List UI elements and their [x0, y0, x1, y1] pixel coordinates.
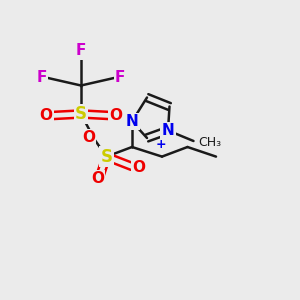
- Text: O: O: [82, 130, 95, 146]
- Text: O: O: [110, 108, 123, 123]
- Text: O: O: [91, 171, 104, 186]
- Text: S: S: [75, 105, 87, 123]
- Text: N: N: [126, 114, 138, 129]
- Text: +: +: [155, 138, 166, 151]
- Text: S: S: [100, 148, 112, 166]
- Text: F: F: [37, 70, 47, 86]
- Text: F: F: [76, 44, 86, 59]
- Text: O: O: [132, 160, 145, 175]
- Text: CH₃: CH₃: [198, 136, 221, 149]
- Text: N: N: [162, 123, 174, 138]
- Text: O: O: [39, 108, 52, 123]
- Text: F: F: [115, 70, 125, 86]
